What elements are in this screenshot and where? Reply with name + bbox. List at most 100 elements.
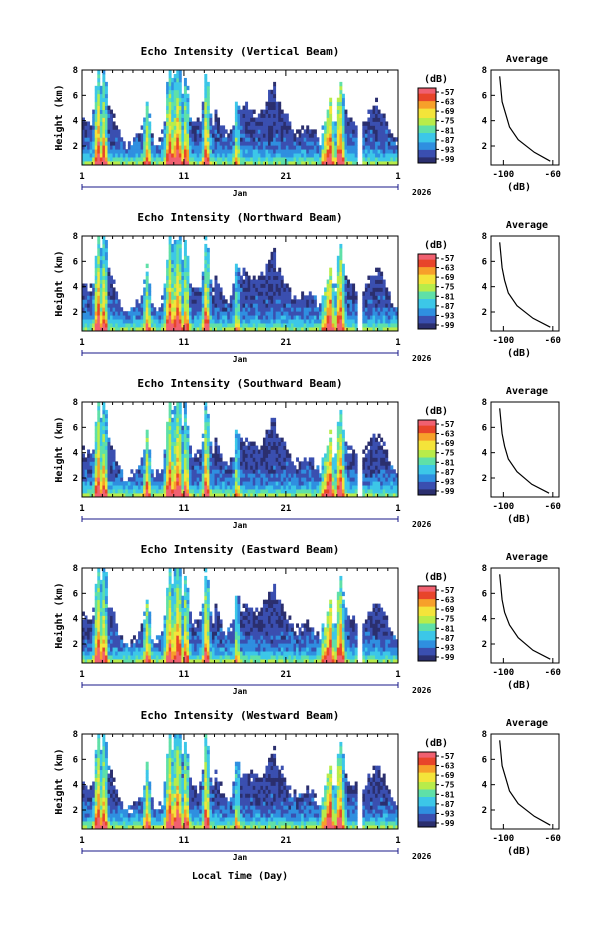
heatmap-cell xyxy=(283,153,286,157)
heatmap-cell xyxy=(222,137,225,141)
heatmap-cell xyxy=(339,98,342,102)
heatmap-cell xyxy=(215,125,218,129)
heatmap-cell xyxy=(278,315,281,319)
heatmap-cell xyxy=(301,125,304,129)
heatmap-cell xyxy=(207,489,210,493)
heatmap-cell xyxy=(373,114,376,118)
heatmap-cell xyxy=(243,106,246,110)
heatmap-cell xyxy=(92,323,95,327)
heatmap-cell xyxy=(243,149,246,153)
heatmap-cell xyxy=(375,446,378,450)
heatmap-cell xyxy=(339,272,342,276)
heatmap-cell xyxy=(240,145,243,149)
heatmap-cell xyxy=(92,485,95,489)
heatmap-cell xyxy=(179,291,182,295)
heatmap-cell xyxy=(97,74,100,78)
heatmap-cell xyxy=(243,450,246,454)
heatmap-cell xyxy=(138,489,141,493)
heatmap-cell xyxy=(146,457,149,461)
average-x-tick-label: -100 xyxy=(493,336,515,346)
heatmap-cell xyxy=(227,477,230,481)
heatmap-cell xyxy=(225,129,228,133)
heatmap-cell xyxy=(373,434,376,438)
heatmap-cell xyxy=(378,319,381,323)
heatmap-cell xyxy=(265,129,268,133)
heatmap-cell xyxy=(164,477,167,481)
heatmap-cell xyxy=(276,272,279,276)
heatmap-cell xyxy=(158,153,161,157)
heatmap-cell xyxy=(265,457,268,461)
heatmap-cell xyxy=(113,145,116,149)
heatmap-cell xyxy=(179,402,182,406)
heatmap-cell xyxy=(339,489,342,493)
heatmap-cell xyxy=(367,287,370,291)
heatmap-cell xyxy=(220,465,223,469)
heatmap-cell xyxy=(276,149,279,153)
heatmap-cell xyxy=(186,489,189,493)
heatmap-cell xyxy=(250,145,253,149)
heatmap-cell xyxy=(255,157,258,161)
heatmap-cell xyxy=(95,145,98,149)
heatmap-cell xyxy=(271,442,274,446)
heatmap-cell xyxy=(171,94,174,98)
heatmap-cell xyxy=(207,260,210,264)
heatmap-cell xyxy=(265,268,268,272)
heatmap-cell xyxy=(97,291,100,295)
heatmap-cell xyxy=(286,114,289,118)
heatmap-cell xyxy=(260,481,263,485)
heatmap-cell xyxy=(102,418,105,422)
heatmap-cell xyxy=(265,280,268,284)
heatmap-cell xyxy=(171,426,174,430)
heatmap-cell xyxy=(125,311,128,315)
heatmap-cell xyxy=(375,268,378,272)
heatmap-cell xyxy=(184,98,187,102)
heatmap-cell xyxy=(271,94,274,98)
average-x-tick-label: -60 xyxy=(545,336,561,346)
heatmap-cell xyxy=(100,133,103,137)
heatmap-cell xyxy=(204,426,207,430)
heatmap-cell xyxy=(181,272,184,276)
heatmap-cell xyxy=(339,86,342,90)
heatmap-cell xyxy=(378,461,381,465)
heatmap-cell xyxy=(169,145,172,149)
heatmap-cell xyxy=(169,129,172,133)
heatmap-cell xyxy=(237,481,240,485)
heatmap-cell xyxy=(350,284,353,288)
heatmap-cell xyxy=(245,323,248,327)
heatmap-cell xyxy=(207,137,210,141)
heatmap-cell xyxy=(212,319,215,323)
heatmap-cell xyxy=(105,256,108,260)
heatmap-cell xyxy=(337,153,340,157)
heatmap-cell xyxy=(158,145,161,149)
heatmap-cell xyxy=(362,125,365,129)
heatmap-cell xyxy=(347,473,350,477)
panel-1: Echo Intensity (Vertical Beam)2468Height… xyxy=(53,45,561,198)
heatmap-cell xyxy=(230,149,233,153)
heatmap-cell xyxy=(350,315,353,319)
heatmap-cell xyxy=(222,129,225,133)
heatmap-cell xyxy=(273,248,276,252)
heatmap-cell xyxy=(215,438,218,442)
heatmap-cell xyxy=(105,414,108,418)
heatmap-cell xyxy=(194,311,197,315)
heatmap-cell xyxy=(237,446,240,450)
heatmap-cell xyxy=(375,287,378,291)
heatmap-cell xyxy=(281,469,284,473)
heatmap-cell xyxy=(217,477,220,481)
heatmap-cell xyxy=(169,406,172,410)
heatmap-cell xyxy=(296,145,299,149)
heatmap-cell xyxy=(189,477,192,481)
heatmap-cell xyxy=(184,303,187,307)
heatmap-cell xyxy=(148,125,151,129)
heatmap-cell xyxy=(378,450,381,454)
heatmap-cell xyxy=(352,311,355,315)
heatmap-cell xyxy=(373,118,376,122)
heatmap-cell xyxy=(105,110,108,114)
heatmap-cell xyxy=(215,149,218,153)
heatmap-cell xyxy=(151,157,154,161)
heatmap-cell xyxy=(276,457,279,461)
heatmap-cell xyxy=(87,133,90,137)
heatmap-cell xyxy=(327,477,330,481)
heatmap-cell xyxy=(383,450,386,454)
heatmap-cell xyxy=(186,280,189,284)
